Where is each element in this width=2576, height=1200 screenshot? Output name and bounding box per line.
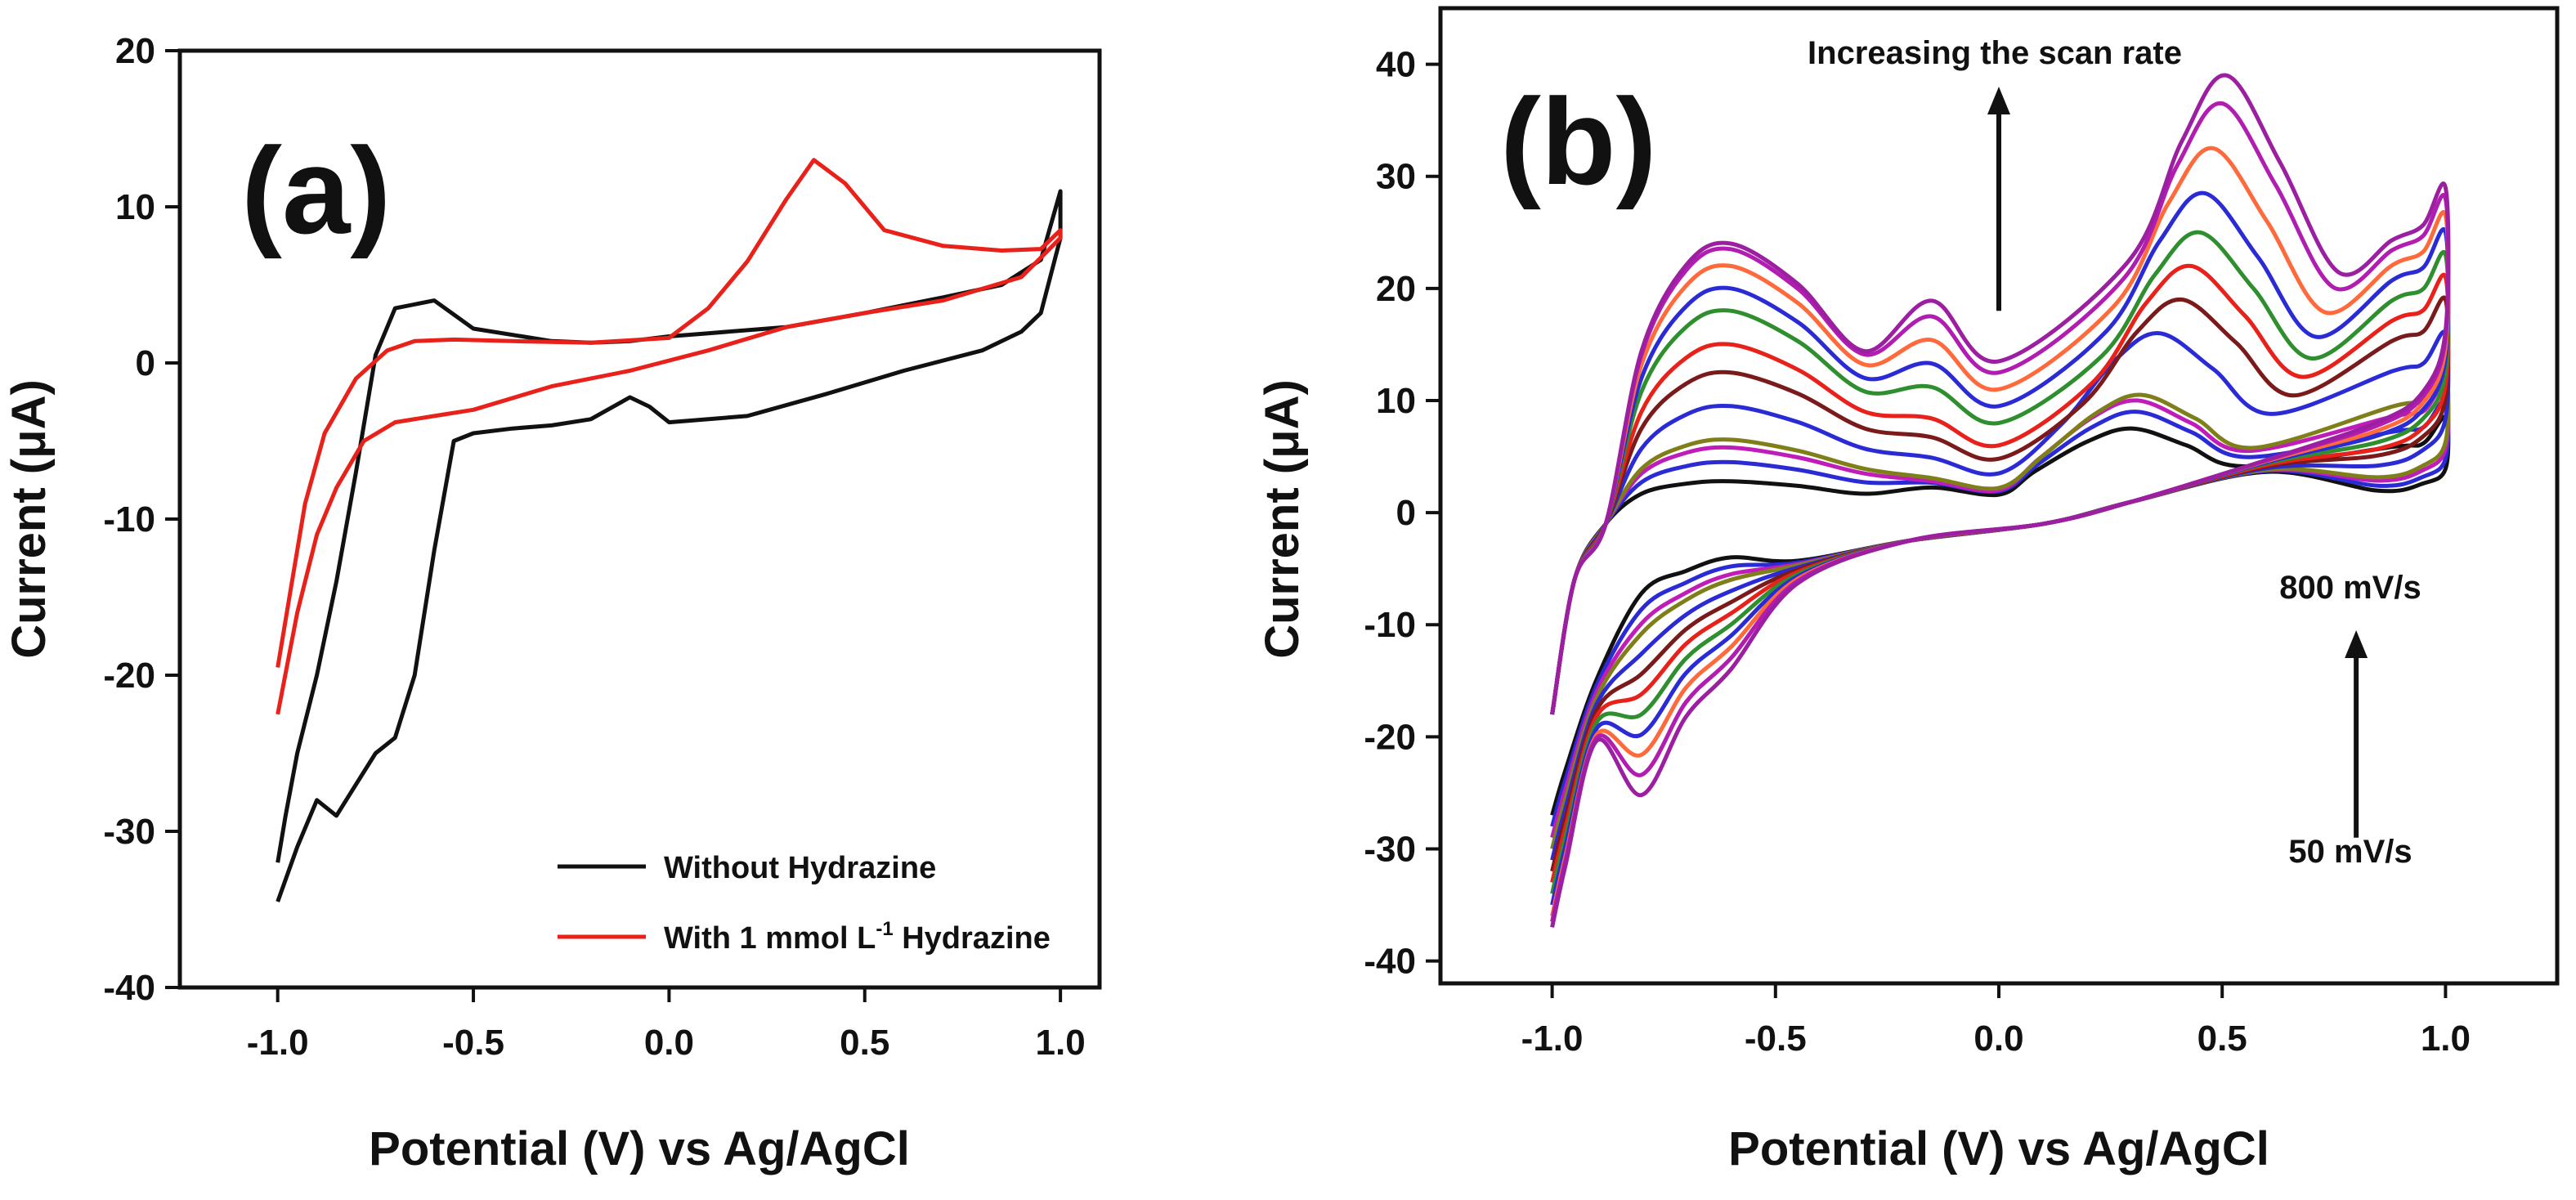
panel-b-y-tick-label: -40 xyxy=(1364,942,1416,982)
cv-curve-650-mvs xyxy=(1550,190,2451,906)
series-without-hydrazine xyxy=(276,189,1063,902)
panel-b-y-tick-label: 20 xyxy=(1376,269,1416,309)
panel-a-x-ticks: -1.0 -0.5 0.0 0.5 1.0 xyxy=(247,987,1086,1063)
panel-b-y-tick-label: -10 xyxy=(1364,605,1416,645)
panel-a-y-ticks: -40 -30 -20 -10 0 10 20 xyxy=(103,31,180,1008)
cv-curve-750-mvs xyxy=(1550,101,2451,923)
panel-b-curves xyxy=(1550,73,2451,928)
cv-curve-50-mvs xyxy=(1550,414,2451,817)
panel-a-y-tick-label: -20 xyxy=(103,656,155,696)
cv-curve-400-mvs xyxy=(1550,295,2451,872)
panel-a-x-tick-label: 0.0 xyxy=(644,1023,694,1063)
cv-curve-300-mvs xyxy=(1550,329,2451,861)
panel-b-y-tick-label: 30 xyxy=(1376,157,1416,197)
legend-label-without-hydrazine: Without Hydrazine xyxy=(664,851,936,885)
panel-b-y-ticks: -40 -30 -20 -10 0 10 20 30 40 xyxy=(1364,45,1440,982)
panel-a-y-tick-label: -30 xyxy=(103,812,155,852)
legend-label-with-hydrazine-tail: Hydrazine xyxy=(894,921,1051,956)
panel-a-legend: Without Hydrazine With 1 mmol L-1 Hydraz… xyxy=(558,851,1051,956)
panel-b-x-ticks: -1.0 -0.5 0.0 0.5 1.0 xyxy=(1521,983,2471,1059)
panel-b-y-axis-title-mu: μ xyxy=(1256,429,1309,459)
cv-curve-600-mvs xyxy=(1550,230,2451,894)
panel-b-x-tick-label: 1.0 xyxy=(2421,1019,2471,1059)
panel-b-y-tick-label: -30 xyxy=(1364,829,1416,869)
panel-b-x-tick-label: -0.5 xyxy=(1745,1019,1807,1059)
annotation-50-mvs: 50 mV/s xyxy=(2288,834,2412,870)
panel-b: -1.0 -0.5 0.0 0.5 1.0 -40-30-20-10010203040 … xyxy=(1256,6,2560,1175)
annotation-increasing-scan-rate: Increasing the scan rate xyxy=(1808,35,2182,71)
panel-a-y-axis-title-mu: μ xyxy=(2,429,56,459)
panel-b-y-axis-title-tail: A) xyxy=(1256,379,1309,429)
panel-a-label: (a) xyxy=(241,122,391,259)
panel-a-y-tick-label: 10 xyxy=(115,187,155,227)
panel-a-x-tick-label: 1.0 xyxy=(1036,1023,1086,1063)
panel-a-y-axis-title-tail: A) xyxy=(2,379,56,429)
range-arrow-head xyxy=(2345,630,2368,659)
series-with-hydrazine xyxy=(276,158,1063,715)
panel-a-x-tick-label: -0.5 xyxy=(442,1023,504,1063)
panel-a-x-tick-label: 0.5 xyxy=(840,1023,889,1063)
panel-b-x-axis-title: Potential (V) vs Ag/AgCl xyxy=(1728,1122,2269,1175)
panel-a-y-tick-label: 20 xyxy=(115,31,155,71)
legend-label-with-hydrazine-superscript: -1 xyxy=(876,918,893,940)
panel-a-y-axis-title-main: Current ( xyxy=(2,458,56,659)
annotation-800-mvs: 800 mV/s xyxy=(2279,570,2421,606)
scan-rate-arrow-head xyxy=(1987,86,2010,114)
legend-label-with-hydrazine-main: With 1 mmol L xyxy=(664,921,876,956)
panel-b-y-tick-label: 40 xyxy=(1376,45,1416,85)
panel-b-label: (b) xyxy=(1500,73,1657,210)
cv-curve-500-mvs xyxy=(1550,263,2451,884)
panel-b-y-tick-label: 10 xyxy=(1376,381,1416,421)
cv-curve-800-mvs xyxy=(1550,73,2451,928)
panel-a-y-tick-label: 0 xyxy=(136,343,155,383)
panel-a-x-axis-title: Potential (V) vs Ag/AgCl xyxy=(369,1122,910,1175)
panel-b-y-axis-title-main: Current ( xyxy=(1256,458,1309,659)
panel-b-y-tick-label: 0 xyxy=(1396,493,1416,533)
panel-a-y-tick-label: -10 xyxy=(103,499,155,540)
panel-b-arrows xyxy=(1987,86,2368,838)
panel-a-y-axis-title: Current (μA) xyxy=(2,379,56,659)
panel-a-y-tick-label: -40 xyxy=(103,968,155,1008)
panel-b-x-tick-label: 0.0 xyxy=(1973,1019,2023,1059)
panel-b-x-tick-label: -1.0 xyxy=(1521,1019,1584,1059)
panel-a-x-tick-label: -1.0 xyxy=(247,1023,309,1063)
panel-b-x-tick-label: 0.5 xyxy=(2197,1019,2247,1059)
legend-label-with-hydrazine: With 1 mmol L-1 Hydrazine xyxy=(664,918,1051,956)
panel-a-curves xyxy=(276,158,1063,902)
panel-b-y-axis-title: Current (μA) xyxy=(1256,379,1309,659)
cv-curve-700-mvs xyxy=(1550,146,2451,917)
panel-b-y-tick-label: -20 xyxy=(1364,717,1416,757)
